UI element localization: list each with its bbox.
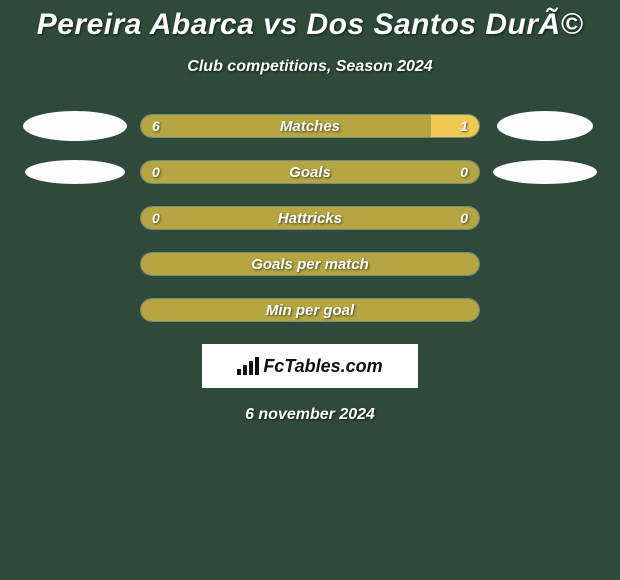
bar-value-right: 0 [460, 206, 468, 230]
bar-outer [140, 252, 480, 276]
stat-row: Min per goal [0, 298, 620, 322]
stat-bar: 00Hattricks [140, 206, 480, 230]
page-title: Pereira Abarca vs Dos Santos DurÃ© [0, 8, 620, 42]
bar-outer [140, 114, 480, 138]
logo-box: FcTables.com [202, 344, 418, 388]
bar-outer [140, 160, 480, 184]
bar-outer [140, 206, 480, 230]
left-marker-col [10, 160, 140, 184]
bar-right-segment [431, 115, 479, 137]
bar-left-segment [141, 115, 431, 137]
logo: FcTables.com [237, 356, 382, 377]
bar-left-segment [141, 207, 479, 229]
stat-row: 61Matches [0, 114, 620, 138]
ellipse-marker [497, 111, 593, 141]
stat-bar: Min per goal [140, 298, 480, 322]
stats-list: 61Matches00Goals00HattricksGoals per mat… [0, 114, 620, 322]
ellipse-marker [23, 111, 127, 141]
ellipse-marker [493, 160, 597, 184]
logo-text: FcTables.com [263, 356, 382, 377]
bars-icon [237, 357, 259, 375]
stat-bar: Goals per match [140, 252, 480, 276]
right-marker-col [480, 160, 610, 184]
stat-bar: 00Goals [140, 160, 480, 184]
ellipse-marker [25, 160, 125, 184]
bar-left-segment [141, 253, 479, 275]
subtitle: Club competitions, Season 2024 [0, 58, 620, 76]
comparison-infographic: Pereira Abarca vs Dos Santos DurÃ© Club … [0, 0, 620, 424]
stat-row: 00Goals [0, 160, 620, 184]
bar-value-right: 0 [460, 160, 468, 184]
stat-row: 00Hattricks [0, 206, 620, 230]
bar-value-left: 0 [152, 206, 160, 230]
bar-outer [140, 298, 480, 322]
bar-value-right: 1 [460, 114, 468, 138]
bar-value-left: 6 [152, 114, 160, 138]
bar-left-segment [141, 161, 479, 183]
date-text: 6 november 2024 [0, 406, 620, 424]
bar-value-left: 0 [152, 160, 160, 184]
right-marker-col [480, 111, 610, 141]
stat-row: Goals per match [0, 252, 620, 276]
stat-bar: 61Matches [140, 114, 480, 138]
bar-left-segment [141, 299, 479, 321]
left-marker-col [10, 111, 140, 141]
